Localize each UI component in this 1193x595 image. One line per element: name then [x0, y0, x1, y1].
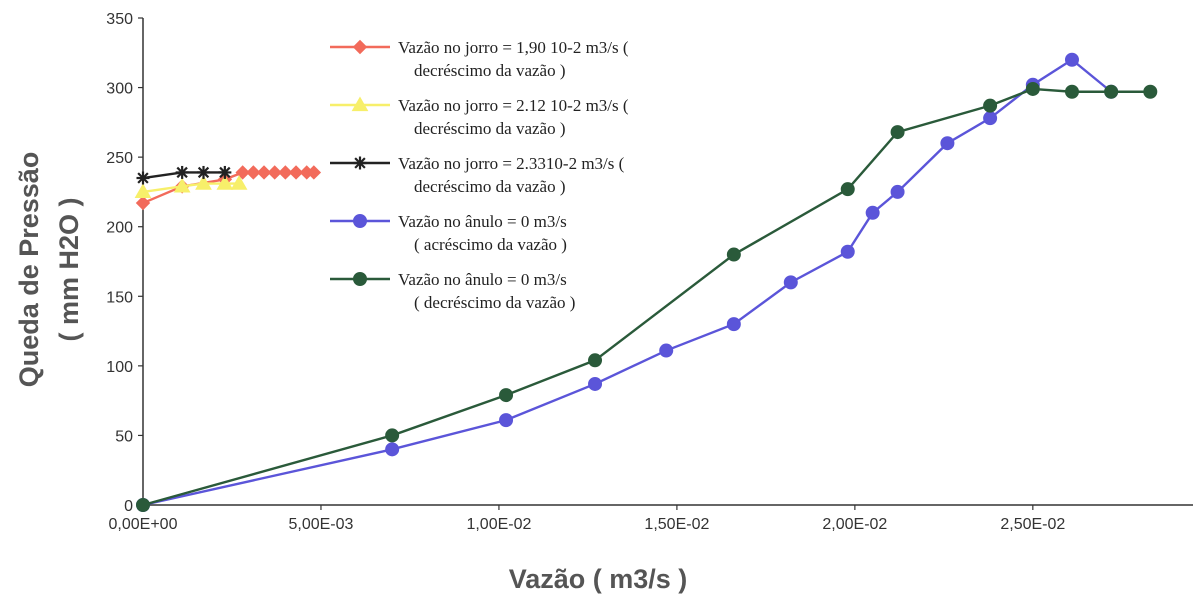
legend-swatch-marker	[353, 156, 367, 170]
legend-item-1: Vazão no jorro = 1,90 10-2 m3/s ( decrésc…	[330, 38, 629, 80]
y-axis-title-line-2: ( mm H2O )	[54, 197, 84, 341]
legend-label: Vazão no jorro = 2.3310-2 m3/s (	[398, 154, 625, 173]
data-point	[499, 413, 514, 428]
legend-label: Vazão no ânulo = 0 m3/s	[398, 212, 567, 231]
plot-series	[134, 52, 1158, 512]
axes: 0 50 100 150 200 250 300 350 0,00E+00 5,00E-03 1,0…	[106, 11, 1193, 533]
data-point	[1064, 52, 1079, 67]
data-point	[940, 136, 955, 151]
data-point	[783, 275, 798, 290]
series-line	[142, 87, 1151, 507]
data-point	[983, 111, 998, 126]
legend-label: decréscimo da vazão )	[414, 177, 566, 196]
legend-label: Vazão no jorro = 1,90 10-2 m3/s (	[398, 38, 629, 57]
data-point	[1143, 84, 1158, 99]
data-point	[385, 428, 400, 443]
legend-label: ( decréscimo da vazão )	[414, 293, 575, 312]
x-axis-title: Vazão ( m3/s )	[509, 564, 688, 594]
data-point	[840, 244, 855, 259]
y-tick-label: 350	[106, 11, 133, 28]
legend: Vazão no jorro = 1,90 10-2 m3/s ( decrésc…	[330, 38, 629, 312]
data-point	[278, 165, 293, 180]
y-tick-label: 150	[106, 289, 133, 306]
y-tick-label: 250	[106, 150, 133, 167]
data-point	[1025, 81, 1040, 96]
data-point	[173, 177, 191, 193]
data-point	[499, 388, 514, 403]
data-point	[726, 317, 741, 332]
x-tick-label: 1,00E-02	[466, 516, 531, 533]
y-tick-label: 100	[106, 359, 133, 376]
series-4	[136, 52, 1119, 512]
legend-swatch-marker	[353, 272, 367, 286]
data-point	[588, 353, 603, 368]
series-5	[136, 81, 1158, 512]
legend-item-5: Vazão no ânulo = 0 m3/s ( decréscimo da v…	[330, 270, 575, 312]
data-point	[659, 343, 674, 358]
data-point	[230, 175, 248, 190]
data-point	[865, 205, 880, 220]
legend-item-2: Vazão no jorro = 2.12 10-2 m3/s ( decrésc…	[330, 96, 629, 138]
y-axis-title-line-1: Queda de Pressão	[14, 152, 44, 388]
data-point	[197, 165, 211, 179]
legend-label: Vazão no jorro = 2.12 10-2 m3/s (	[398, 96, 629, 115]
series-line	[142, 171, 225, 180]
legend-swatch-marker	[352, 39, 368, 55]
data-point	[135, 195, 151, 211]
data-point	[216, 175, 234, 190]
x-tick-label: 2,50E-02	[1000, 516, 1065, 533]
data-point	[1104, 84, 1119, 99]
y-tick-label: 0	[124, 498, 133, 515]
legend-swatch-marker	[351, 96, 369, 112]
data-point	[136, 498, 150, 512]
series-3	[136, 165, 232, 185]
data-point	[195, 175, 212, 190]
series-line	[142, 58, 1112, 507]
data-point	[246, 165, 261, 180]
data-point	[218, 165, 232, 179]
data-point	[175, 165, 189, 179]
data-point	[306, 165, 322, 180]
x-tick-label: 0,00E+00	[109, 516, 178, 533]
y-tick-label: 300	[106, 81, 133, 98]
legend-swatch-marker	[353, 214, 367, 228]
data-point	[840, 182, 855, 197]
y-tick-label: 200	[106, 220, 133, 237]
data-point	[726, 247, 741, 262]
data-point	[256, 165, 272, 180]
data-point	[136, 171, 150, 185]
legend-item-3: Vazão no jorro = 2.3310-2 m3/s ( decrésci…	[330, 154, 625, 196]
data-point	[134, 183, 152, 199]
legend-label: decréscimo da vazão )	[414, 119, 566, 138]
series-2	[134, 175, 248, 199]
x-tick-label: 1,50E-02	[644, 516, 709, 533]
data-point	[288, 165, 304, 180]
legend-label: ( acréscimo da vazão )	[414, 235, 567, 254]
legend-label: Vazão no ânulo = 0 m3/s	[398, 270, 567, 289]
y-tick-label: 50	[115, 428, 133, 445]
legend-item-4: Vazão no ânulo = 0 m3/s ( acréscimo da va…	[330, 212, 567, 254]
data-point	[890, 184, 905, 199]
data-point	[385, 442, 400, 457]
data-point	[588, 376, 603, 391]
x-tick-label: 5,00E-03	[288, 516, 353, 533]
data-point	[1064, 84, 1079, 99]
legend-label: decréscimo da vazão )	[414, 61, 566, 80]
data-point	[983, 98, 998, 113]
data-point	[890, 125, 905, 140]
x-tick-label: 2,00E-02	[822, 516, 887, 533]
data-point	[267, 165, 282, 180]
